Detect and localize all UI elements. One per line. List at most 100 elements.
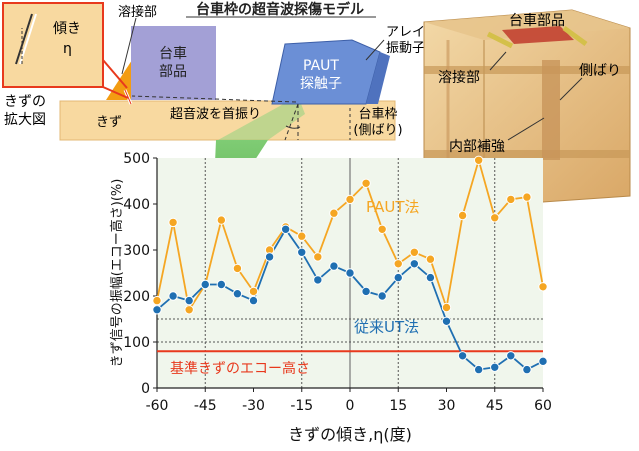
data-point-paut	[441, 302, 452, 313]
data-point-conventional	[313, 275, 323, 285]
flaw-label: きず	[96, 115, 122, 130]
x-tick-label: 45	[486, 398, 504, 414]
probe-label-1: PAUT	[303, 58, 339, 74]
data-point-paut	[361, 178, 371, 189]
model-beam-leader	[559, 77, 583, 101]
data-point-conventional	[329, 261, 339, 271]
beam-path-3	[284, 103, 299, 141]
data-point-paut	[168, 217, 178, 228]
data-point-conventional	[248, 295, 259, 306]
inset-title-1: きずの	[4, 94, 46, 110]
data-point-conventional	[297, 247, 307, 258]
sweep-arc	[285, 125, 301, 129]
chart: 0 100 200 300 400 500 -60 -45 -30 -15 0 15 30 45 60 きず…	[109, 151, 552, 444]
data-point-paut	[248, 286, 259, 297]
y-tick-label: 400	[123, 197, 150, 213]
array-element	[352, 40, 390, 104]
y-tick-label: 300	[123, 243, 150, 259]
data-point-conventional	[538, 356, 548, 367]
data-point-conventional	[200, 279, 210, 290]
data-point-conventional	[457, 351, 468, 361]
x-tick-label: 15	[389, 398, 407, 414]
inset-box	[2, 2, 104, 88]
y-axis-label: きず信号の振幅(エコー高さ)(%)	[109, 179, 125, 368]
data-point-conventional	[377, 291, 387, 301]
data-point-conventional	[393, 272, 403, 283]
sweep-label: 超音波を首振り	[170, 106, 261, 122]
data-point-conventional	[216, 279, 227, 290]
data-point-paut	[457, 210, 468, 221]
inset-pointer-2	[102, 59, 128, 89]
x-axis-label: きずの傾き,η(度)	[288, 425, 412, 444]
data-point-paut	[345, 194, 355, 205]
data-point-conventional	[409, 259, 420, 269]
x-tick-label: 60	[534, 398, 552, 414]
x-tick-label: -15	[290, 398, 313, 414]
data-point-conventional	[264, 252, 275, 262]
data-point-paut	[490, 213, 500, 223]
data-point-paut	[538, 282, 548, 292]
part-box	[131, 26, 216, 100]
frame-plate	[59, 100, 396, 141]
y-tick-label: 0	[141, 381, 150, 397]
inset-flaw	[15, 13, 33, 65]
inset-label-2: η	[63, 41, 72, 57]
x-tick-label: 0	[346, 398, 355, 414]
beam-path-1	[131, 95, 297, 103]
data-point-conventional	[168, 291, 178, 301]
series-label-conventional: 従来UT法	[354, 318, 419, 336]
x-tick-label: 30	[438, 398, 456, 414]
probe-label-2: 探触子	[300, 76, 342, 92]
data-point-paut	[425, 254, 436, 264]
data-point-conventional	[345, 268, 355, 278]
model-rib-label: 内部補強	[449, 139, 505, 155]
model-beam-label: 側ばり	[579, 63, 621, 79]
data-point-conventional	[425, 272, 436, 283]
data-point-conventional	[152, 305, 162, 315]
y-tick-label: 500	[123, 151, 150, 167]
data-point-paut	[377, 224, 387, 235]
frame-label-2: (側ばり)	[353, 123, 402, 138]
data-point-conventional	[280, 224, 291, 235]
inset-label-1: 傾き	[53, 21, 81, 37]
model-weld-leader	[489, 51, 507, 71]
model-part-label: 台車部品	[509, 12, 565, 29]
data-point-paut	[313, 252, 323, 262]
data-point-paut	[232, 263, 243, 274]
data-point-paut	[522, 192, 532, 202]
data-point-conventional	[522, 364, 532, 375]
bogie-top	[424, 10, 630, 40]
x-tick-label: -60	[146, 398, 169, 414]
data-point-paut	[409, 247, 420, 258]
data-point-paut	[393, 259, 403, 269]
series-label-paut: PAUT法	[366, 198, 420, 216]
data-point-paut	[152, 295, 162, 306]
chart-title: 台車枠の超音波探傷モデル	[196, 1, 364, 18]
part-label-1: 台車	[159, 45, 187, 62]
bogie-part	[502, 26, 574, 44]
model-rib-leader	[507, 117, 545, 141]
data-point-conventional	[232, 289, 243, 299]
bogie-rib-1	[424, 66, 630, 74]
data-point-conventional	[506, 351, 516, 361]
data-point-paut	[473, 155, 484, 166]
reference-line-label: 基準きずのエコー高さ	[170, 360, 310, 377]
series-layer	[152, 155, 548, 375]
y-tick-label: 200	[123, 289, 150, 305]
array-label-2: 振動子	[386, 41, 425, 56]
weld-label: 溶接部	[118, 4, 157, 20]
weld-leader	[121, 17, 137, 75]
bogie-rib-3	[542, 60, 560, 160]
data-point-conventional	[184, 295, 194, 306]
data-point-conventional	[473, 364, 484, 375]
x-tick-label: -45	[194, 398, 217, 414]
model-weld-label: 溶接部	[438, 69, 480, 86]
array-label-1: アレイ	[386, 25, 425, 40]
data-point-paut	[216, 215, 227, 225]
frame-label-1: 台車枠	[358, 107, 397, 122]
data-point-conventional	[441, 316, 452, 326]
x-tick-label: -30	[242, 398, 265, 414]
beam-upper	[218, 96, 305, 140]
